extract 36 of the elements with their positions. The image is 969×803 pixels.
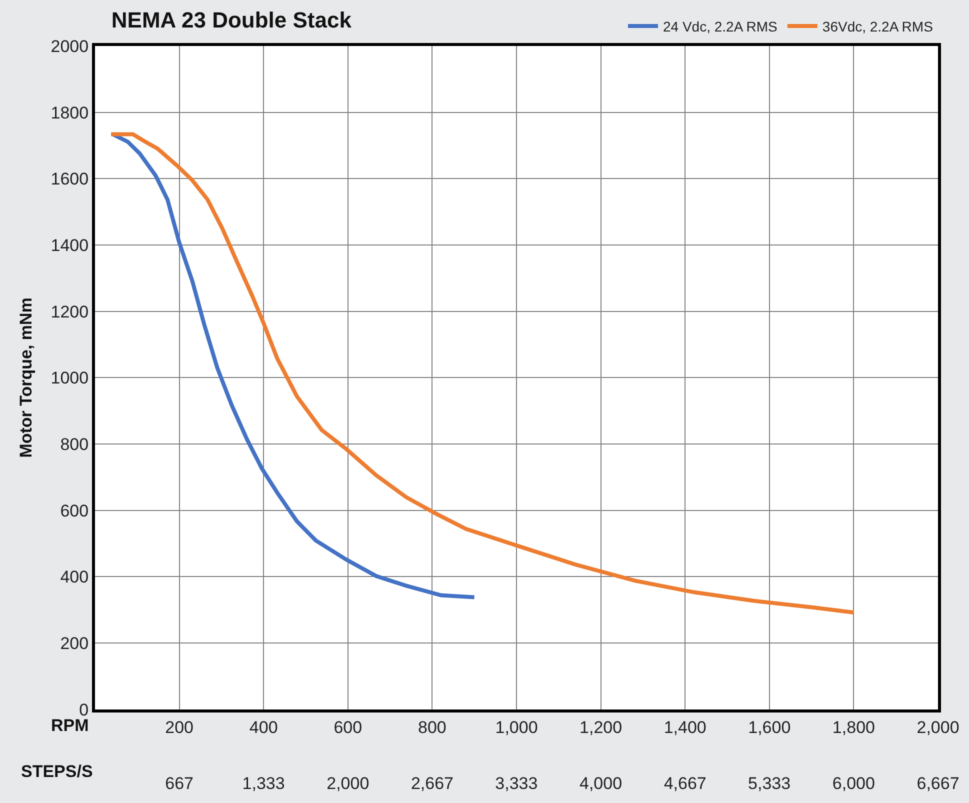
legend-label: 24 Vdc, 2.2A RMS: [663, 18, 778, 34]
line-series: [109, 132, 856, 615]
x2-tick-label: 2,667: [410, 774, 454, 793]
x-tick-label: 1,600: [748, 718, 791, 737]
y-tick-label: 600: [60, 501, 89, 520]
x-tick-label: 1,400: [664, 718, 706, 737]
x-tick-label: 400: [249, 718, 278, 737]
x-tick-label: 1,000: [495, 718, 538, 737]
y-tick-label: 1800: [50, 103, 89, 122]
x-tick-label: 2,000: [916, 718, 960, 737]
x2-tick-label: 4,667: [664, 774, 706, 793]
x2-tick-label: 3,333: [495, 774, 538, 793]
x-tick-label: 200: [165, 718, 194, 737]
x2-tick-label: 6,000: [832, 774, 875, 793]
chart-title: NEMA 23 Double Stack: [111, 7, 352, 32]
y-tick-label: 2000: [50, 36, 89, 56]
y-tick-label: 1200: [50, 302, 89, 322]
x-tick-label: 1,800: [832, 718, 875, 737]
y-tick-label: 1600: [50, 170, 89, 189]
x-tick-label: 1,200: [580, 718, 622, 737]
y-tick-label: 400: [60, 568, 89, 587]
y-tick-label: 200: [60, 634, 89, 653]
x2-tick-label: 6,667: [916, 774, 960, 793]
y-tick-label: 1400: [50, 236, 89, 255]
y-axis-title: Motor Torque, mNm: [16, 298, 36, 458]
x2-tick-label: 5,333: [748, 774, 791, 793]
x2-axis-title: STEPS/S: [21, 762, 93, 781]
x2-tick-label: 667: [165, 774, 194, 793]
legend-label: 36Vdc, 2.2A RMS: [822, 18, 933, 34]
x-tick-label: 600: [334, 718, 362, 737]
x-tick-label: 800: [418, 718, 446, 737]
x2-tick-label: 1,333: [242, 774, 285, 793]
x2-tick-label: 2,000: [326, 774, 370, 793]
y-tick-label: 1000: [50, 368, 89, 388]
x2-tick-label: 4,000: [579, 774, 622, 793]
y-tick-label: 800: [60, 434, 89, 454]
